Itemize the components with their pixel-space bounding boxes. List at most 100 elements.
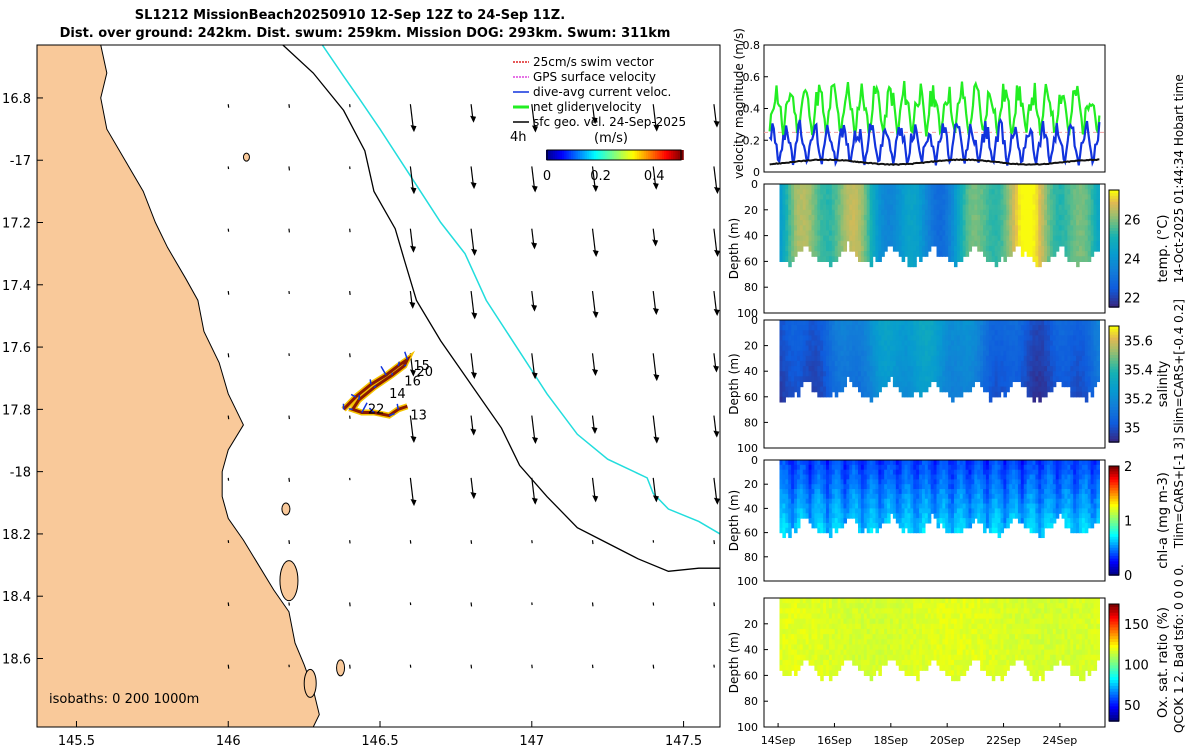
heatmap-cell <box>846 230 850 237</box>
heatmap-cell <box>985 220 990 226</box>
heatmap-cell <box>977 230 981 237</box>
heatmap-cell <box>831 240 836 247</box>
heatmap-cell <box>1029 220 1034 226</box>
heatmap-cell <box>889 508 894 514</box>
heatmap-cell <box>872 340 877 347</box>
heatmap-cell <box>1067 376 1071 383</box>
heatmap-cell <box>834 391 839 398</box>
heatmap-cell <box>895 503 900 509</box>
heatmap-cell <box>785 335 789 342</box>
heatmap-cell <box>823 381 827 388</box>
heatmap-cell <box>907 366 911 372</box>
heatmap-cell <box>889 194 894 201</box>
heatmap-cell <box>782 479 786 485</box>
heatmap-cell <box>959 325 964 331</box>
heatmap-cell <box>802 460 807 466</box>
heatmap-cell <box>863 371 868 377</box>
heatmap-cell <box>823 256 827 262</box>
heatmap-cell <box>1032 335 1037 342</box>
heatmap-cell <box>1006 366 1010 372</box>
heatmap-cell <box>823 360 827 367</box>
heatmap-cell <box>782 230 786 237</box>
heatmap-cell <box>988 493 993 500</box>
heatmap-cell <box>959 381 964 388</box>
heatmap-cell <box>1058 325 1063 331</box>
heatmap-cell <box>817 330 821 336</box>
heatmap-cell <box>988 479 993 485</box>
heatmap-cell <box>808 330 813 336</box>
heatmap-cell <box>858 360 862 367</box>
heatmap-cell <box>991 371 996 377</box>
legend-entry-0: 25cm/s swim vector <box>533 55 654 69</box>
heatmap-cell <box>924 320 929 326</box>
heatmap-cell <box>968 366 973 372</box>
heatmap-cell <box>875 474 879 480</box>
heatmap-cell <box>1009 189 1013 195</box>
heatmap-cell <box>811 381 816 388</box>
heatmap-cell <box>968 381 973 388</box>
heatmap-cell <box>878 240 882 247</box>
heatmap-cell <box>910 204 914 211</box>
heatmap-cell <box>799 235 804 242</box>
colorbar-segment-1 <box>548 150 553 160</box>
heatmap-cell <box>991 340 996 347</box>
heatmap-cell <box>1058 371 1063 377</box>
colorbar-tick-1: 0.2 <box>590 169 611 184</box>
heatmap-cell <box>1081 214 1086 221</box>
heatmap-cell <box>892 355 897 362</box>
heatmap-cell <box>1081 381 1086 388</box>
heatmap-cell <box>779 199 784 206</box>
heatmap-cell <box>794 225 798 232</box>
heatmap-cell <box>985 184 990 190</box>
heatmap-cell <box>823 464 827 471</box>
heatmap-cell <box>991 522 996 529</box>
heatmap-cell <box>1026 350 1031 357</box>
heatmap-cell <box>994 493 999 500</box>
heatmap-cell <box>881 464 885 471</box>
heatmap-cell <box>826 350 830 357</box>
heatmap-cell <box>887 350 891 357</box>
colorbar-segment-43 <box>643 150 648 160</box>
heatmap-cell <box>1029 245 1034 252</box>
heatmap-cell <box>852 355 856 362</box>
heatmap-cell <box>1003 330 1007 336</box>
heatmap-cell <box>858 508 862 514</box>
heatmap-cell <box>881 235 885 242</box>
heatmap-cell <box>1047 330 1051 336</box>
heatmap-cell <box>1015 503 1019 509</box>
heatmap-cell <box>1073 251 1077 257</box>
heatmap-cell <box>785 355 789 362</box>
heatmap-cell <box>942 335 946 342</box>
heatmap-cell <box>817 189 821 195</box>
heatmap-cell <box>1041 498 1045 505</box>
heatmap-cell <box>1061 460 1066 466</box>
heatmap-cell <box>962 518 967 524</box>
heatmap-cell <box>994 235 999 242</box>
heatmap-cell <box>942 330 946 336</box>
heatmap-cell <box>901 355 906 362</box>
heatmap-cell <box>1058 189 1063 195</box>
heatmap-cell <box>895 204 900 211</box>
heatmap-cell <box>1047 251 1051 257</box>
heatmap-cell <box>953 493 958 500</box>
heatmap-cell <box>860 513 865 519</box>
heatmap-cell <box>994 204 999 211</box>
geo-arrowhead-54 <box>531 372 538 380</box>
heatmap-cell <box>840 189 845 195</box>
heatmap-cell <box>826 386 830 393</box>
heatmap-cell <box>1076 261 1080 268</box>
heatmap-cell <box>980 220 984 226</box>
heatmap-cell <box>820 184 824 190</box>
heatmap-cell <box>898 489 903 495</box>
heatmap-cell <box>977 345 981 352</box>
heatmap-cell <box>991 330 996 336</box>
heatmap-cell <box>1096 235 1100 242</box>
heatmap-cell <box>863 376 868 383</box>
heatmap-cell <box>796 498 801 505</box>
heatmap-cell <box>834 527 839 534</box>
heatmap-cell <box>991 240 996 247</box>
heatmap-cell <box>1079 230 1083 237</box>
heatmap-cell <box>895 230 900 237</box>
heatmap-cell <box>1064 360 1069 367</box>
heatmap-cell <box>1070 360 1074 367</box>
